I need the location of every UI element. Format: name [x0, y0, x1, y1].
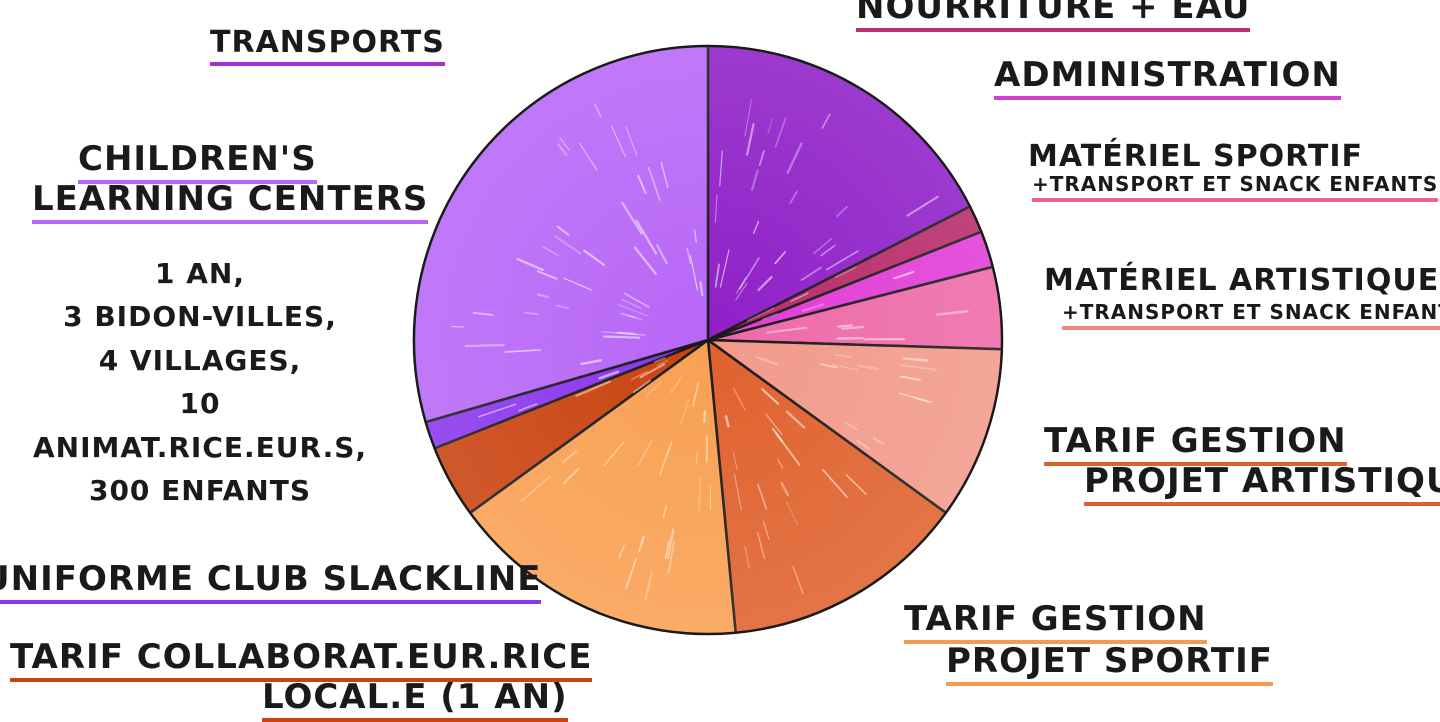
label-tarif-artistique-1: TARIF GESTION: [1044, 424, 1347, 466]
label-collab-1: TARIF COLLABORAT.EUR.RICE: [10, 640, 592, 682]
label-clc-1: CHILDREN'S: [78, 142, 317, 184]
label-tarif-sportif-1: TARIF GESTION: [904, 602, 1207, 644]
label-administration: ADMINISTRATION: [994, 58, 1341, 100]
clc-detail-5: 300 ENFANTS: [20, 469, 380, 512]
label-materiel-artistique-text: MATÉRIEL ARTISTIQUE: [1044, 263, 1439, 298]
label-clc-1-text: CHILDREN'S: [78, 142, 317, 184]
clc-details: 1 AN, 3 BIDON-VILLES, 4 VILLAGES, 10 ANI…: [20, 252, 380, 512]
label-materiel-artistique-sub: +TRANSPORT ET SNACK ENFANTS: [1062, 302, 1440, 330]
clc-detail-2: 3 BIDON-VILLES,: [20, 295, 380, 338]
label-nourriture-text: NOURRITURE + EAU: [856, 0, 1250, 32]
label-clc-2: LEARNING CENTERS: [32, 182, 428, 224]
label-transports-text: TRANSPORTS: [210, 28, 445, 66]
label-materiel-sportif-sub: +TRANSPORT ET SNACK ENFANTS: [1032, 174, 1438, 202]
label-tarif-sportif-2-text: PROJET SPORTIF: [946, 644, 1273, 686]
label-tarif-artistique-2: PROJET ARTISTIQUE: [1084, 464, 1440, 506]
label-uniforme-text: UNIFORME CLUB SLACKLINE: [0, 562, 541, 604]
label-tarif-sportif-2: PROJET SPORTIF: [946, 644, 1273, 686]
label-tarif-sportif-1-text: TARIF GESTION: [904, 602, 1207, 644]
label-uniforme: UNIFORME CLUB SLACKLINE: [0, 562, 541, 604]
label-materiel-sportif: MATÉRIEL SPORTIF: [1028, 142, 1363, 172]
label-transports: TRANSPORTS: [210, 28, 445, 66]
clc-detail-3: 4 VILLAGES,: [20, 339, 380, 382]
label-tarif-artistique-2-text: PROJET ARTISTIQUE: [1084, 464, 1440, 506]
label-nourriture: NOURRITURE + EAU: [856, 0, 1250, 32]
label-collab-1-text: TARIF COLLABORAT.EUR.RICE: [10, 640, 592, 682]
label-materiel-sportif-sub-text: +TRANSPORT ET SNACK ENFANTS: [1032, 174, 1438, 202]
label-materiel-artistique-sub-text: +TRANSPORT ET SNACK ENFANTS: [1062, 302, 1440, 330]
label-materiel-sportif-text: MATÉRIEL SPORTIF: [1028, 139, 1363, 174]
clc-detail-4: 10 ANIMAT.RICE.EUR.S,: [20, 382, 380, 469]
label-clc-2-text: LEARNING CENTERS: [32, 182, 428, 224]
clc-detail-1: 1 AN,: [20, 252, 380, 295]
label-tarif-artistique-1-text: TARIF GESTION: [1044, 424, 1347, 466]
label-administration-text: ADMINISTRATION: [994, 58, 1341, 100]
label-materiel-artistique: MATÉRIEL ARTISTIQUE: [1044, 266, 1439, 296]
